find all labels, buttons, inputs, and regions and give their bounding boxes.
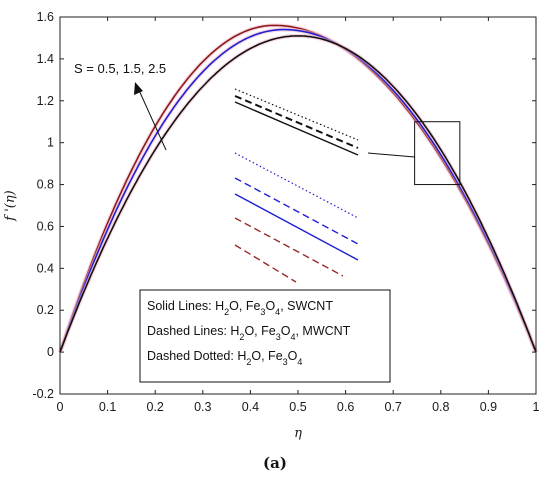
x-tick-label: 1 — [533, 400, 540, 414]
inset-line — [234, 101, 359, 156]
x-tick-label: 0.2 — [147, 400, 164, 414]
inset-line — [234, 244, 297, 283]
legend-entry: Dashed Lines: H2O, Fe3O4, MWCNT — [147, 324, 351, 342]
y-tick-label: 0.6 — [37, 219, 54, 233]
x-axis-label: η — [294, 426, 302, 441]
increase-arrow — [134, 82, 167, 151]
y-tick-label: -0.2 — [32, 387, 54, 401]
inset-line — [234, 88, 359, 141]
legend-entry: Solid Lines: H2O, Fe3O4, SWCNT — [147, 299, 333, 317]
x-tick-label: 0.6 — [337, 400, 354, 414]
legend-entry: Dashed Dotted: H2O, Fe3O4 — [147, 349, 302, 367]
inset-line — [234, 193, 359, 261]
parameter-annotation: S = 0.5, 1.5, 2.5 — [74, 61, 166, 76]
inset-line — [234, 217, 344, 277]
y-tick-label: 1.4 — [37, 52, 54, 66]
arrow-shaft — [137, 87, 167, 151]
y-tick-label: 1.6 — [37, 10, 54, 24]
x-tick-label: 0.9 — [480, 400, 497, 414]
y-axis: -0.2 0 0.2 0.4 0.6 0.8 1 1.2 1.4 1.6 — [32, 10, 536, 401]
zoom-inset — [234, 88, 461, 283]
x-tick-label: 0.7 — [385, 400, 402, 414]
x-tick-label: 0.5 — [289, 400, 306, 414]
y-tick-label: 0.8 — [37, 178, 54, 192]
inset-line — [234, 95, 359, 149]
x-tick-label: 0.3 — [194, 400, 211, 414]
y-tick-label: 1 — [47, 136, 54, 150]
zoom-box — [414, 121, 461, 186]
y-tick-label: 0 — [47, 345, 54, 359]
y-axis-label: f '(η) — [3, 190, 18, 221]
inset-line — [234, 177, 359, 245]
legend-box: Solid Lines: H2O, Fe3O4, SWCNT Dashed Lin… — [139, 289, 391, 383]
legend-frame — [139, 289, 391, 383]
inset-line — [234, 152, 359, 219]
series-line — [59, 28, 537, 353]
x-tick-label: 0.4 — [242, 400, 259, 414]
y-tick-label: 0.2 — [37, 303, 54, 317]
arrow-head — [134, 82, 143, 95]
y-tick-label: 0.4 — [37, 261, 54, 275]
series-line — [59, 35, 537, 353]
x-axis: 0 0.1 0.2 0.3 0.4 0.5 0.6 0.7 0.8 0.9 1 — [57, 17, 540, 414]
figure-caption: (a) — [263, 454, 287, 472]
x-tick-label: 0.8 — [432, 400, 449, 414]
zoom-connector — [367, 152, 415, 158]
x-tick-label: 0 — [57, 400, 64, 414]
x-tick-label: 0.1 — [99, 400, 116, 414]
y-tick-label: 1.2 — [37, 94, 54, 108]
